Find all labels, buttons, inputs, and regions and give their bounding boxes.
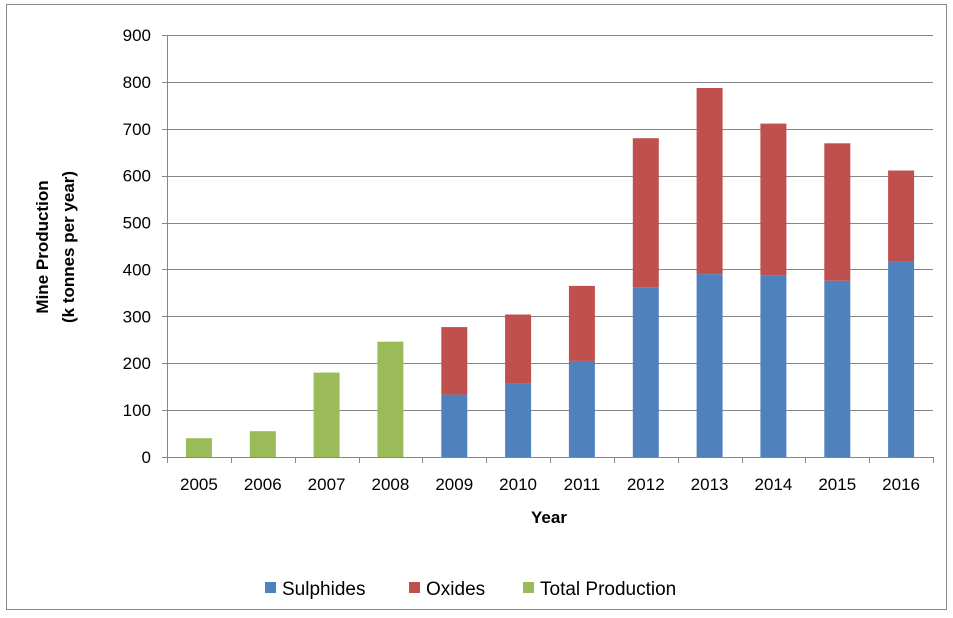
- x-tick-label: 2010: [499, 475, 537, 494]
- y-tick-label: 600: [123, 167, 151, 186]
- bar-sulphides-2013: [696, 274, 723, 457]
- x-tick-label: 2005: [180, 475, 218, 494]
- bar-sulphides-2015: [824, 280, 851, 457]
- bar-sulphides-2011: [568, 360, 595, 457]
- bar-sulphides-2016: [888, 261, 915, 457]
- legend-swatch: [523, 582, 534, 593]
- bar-sulphides-2012: [632, 287, 659, 457]
- bar-oxides-2011: [568, 285, 595, 361]
- y-tick-label: 900: [123, 26, 151, 45]
- y-tick-label: 400: [123, 260, 151, 279]
- bar-oxides-2009: [441, 327, 468, 395]
- bar-sulphides-2009: [441, 394, 468, 457]
- y-tick-label: 700: [123, 120, 151, 139]
- legend-swatch: [409, 582, 420, 593]
- y-axis-title-line-1: Mine Production: [33, 180, 52, 313]
- y-tick-label: 500: [123, 214, 151, 233]
- bar-oxides-2013: [696, 88, 723, 275]
- legend-label: Total Production: [540, 579, 676, 600]
- x-tick-label: 2007: [308, 475, 346, 494]
- y-tick-label: 100: [123, 401, 151, 420]
- x-tick-label: 2015: [818, 475, 856, 494]
- gridlines: [167, 35, 933, 411]
- bar-sulphides-2010: [505, 383, 532, 457]
- x-tick-label: 2016: [882, 475, 920, 494]
- x-tick-label: 2013: [691, 475, 729, 494]
- x-tick-label: 2009: [435, 475, 473, 494]
- bar-total-production-2007: [313, 372, 340, 457]
- x-tick-label: 2014: [755, 475, 793, 494]
- x-tick-label: 2006: [244, 475, 282, 494]
- y-axis-title-line-2: (k tonnes per year): [59, 171, 78, 323]
- legend-label: Sulphides: [282, 579, 365, 600]
- y-tick-labels: 0 100 200 300 400 500 600 700 800 900: [123, 26, 151, 467]
- bar-total-production-2006: [249, 431, 276, 457]
- bar-oxides-2016: [888, 170, 915, 262]
- y-tick-label: 800: [123, 73, 151, 92]
- legend-label: Oxides: [426, 579, 485, 600]
- x-tick-labels: 2005 2006 2007 2008 2009 2010 2011 2012 2013 2014…: [180, 475, 920, 494]
- bars: [185, 88, 915, 457]
- x-tick-label: 2008: [372, 475, 410, 494]
- bar-oxides-2012: [632, 138, 659, 288]
- y-axis-title: Mine Production (k tonnes per year): [33, 171, 78, 323]
- bar-oxides-2010: [505, 314, 532, 384]
- bar-total-production-2005: [185, 438, 212, 457]
- bar-total-production-2008: [377, 341, 404, 457]
- x-tick-label: 2012: [627, 475, 665, 494]
- y-tick-label: 200: [123, 354, 151, 373]
- x-axis-title: Year: [531, 508, 567, 527]
- legend: Sulphides Oxides Total Production: [265, 579, 676, 600]
- axes: [162, 35, 934, 463]
- bar-oxides-2014: [760, 123, 787, 276]
- y-tick-label: 300: [123, 307, 151, 326]
- x-tick-label: 2011: [564, 475, 601, 494]
- bar-oxides-2015: [824, 143, 851, 281]
- legend-item-total-production: Total Production: [523, 579, 676, 600]
- chart-border: [6, 4, 947, 610]
- y-tick-label: 0: [142, 448, 151, 467]
- legend-item-oxides: Oxides: [409, 579, 485, 600]
- legend-item-sulphides: Sulphides: [265, 579, 365, 600]
- bar-sulphides-2014: [760, 275, 787, 457]
- legend-swatch: [265, 582, 276, 593]
